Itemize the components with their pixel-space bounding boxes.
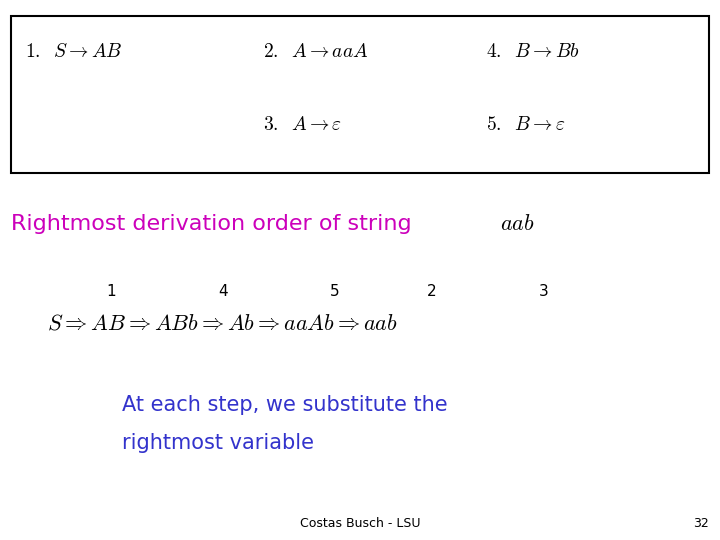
Text: $2.\;\; A \rightarrow aaA$: $2.\;\; A \rightarrow aaA$ <box>263 42 368 61</box>
Text: 32: 32 <box>693 517 709 530</box>
Text: $5.\;\; B \rightarrow \varepsilon$: $5.\;\; B \rightarrow \varepsilon$ <box>486 114 565 134</box>
Text: rightmost variable: rightmost variable <box>122 433 315 453</box>
Text: At each step, we substitute the: At each step, we substitute the <box>122 395 448 415</box>
Text: Rightmost derivation order of string: Rightmost derivation order of string <box>11 214 411 234</box>
Text: $S\Rightarrow AB\Rightarrow ABb\Rightarrow Ab\Rightarrow aaAb\Rightarrow aab$: $S\Rightarrow AB\Rightarrow ABb\Rightarr… <box>47 314 397 334</box>
Text: $\mathit{aab}$: $\mathit{aab}$ <box>500 214 535 234</box>
Text: $1.\;\; S \rightarrow AB$: $1.\;\; S \rightarrow AB$ <box>25 42 122 61</box>
FancyBboxPatch shape <box>11 16 709 173</box>
Text: 1: 1 <box>107 284 117 299</box>
Text: 2: 2 <box>427 284 437 299</box>
Text: Costas Busch - LSU: Costas Busch - LSU <box>300 517 420 530</box>
Text: $4.\;\; B \rightarrow Bb$: $4.\;\; B \rightarrow Bb$ <box>486 42 580 61</box>
Text: $3.\;\; A \rightarrow \varepsilon$: $3.\;\; A \rightarrow \varepsilon$ <box>263 114 342 134</box>
Text: 4: 4 <box>218 284 228 299</box>
Text: 5: 5 <box>330 284 340 299</box>
Text: 3: 3 <box>539 284 549 299</box>
